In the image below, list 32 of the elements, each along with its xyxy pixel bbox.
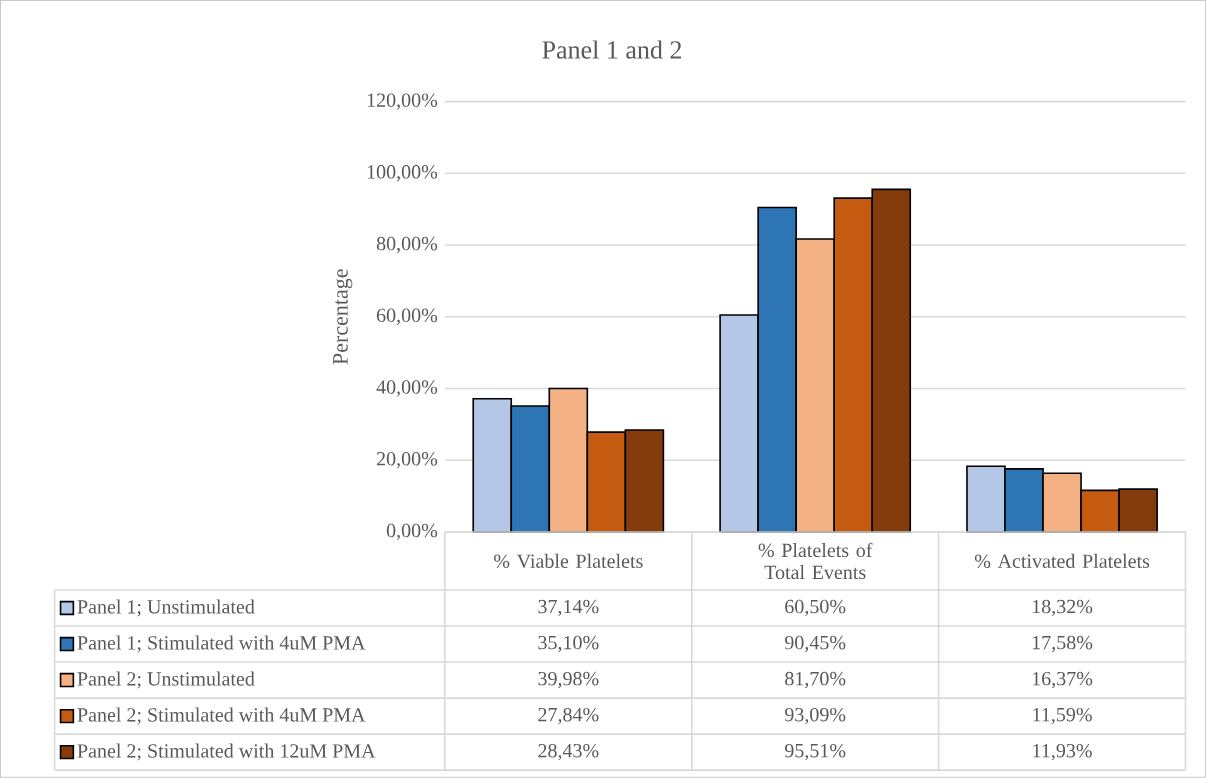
y-tick-label: 80,00% [376, 237, 438, 254]
data-label: 11,93% [1033, 744, 1092, 761]
x-tick-label: % Viable Platelets [494, 554, 643, 569]
data-label: 60,50% [785, 599, 846, 617]
y-tick-label: 20,00% [376, 452, 438, 469]
x-tick-label: % Activated Platelets [974, 554, 1150, 569]
y-tick-label: 100,00% [367, 165, 438, 182]
data-label: 11,59% [1033, 708, 1092, 725]
data-label: 37,14% [538, 599, 599, 617]
data-label: 28,43% [538, 744, 599, 761]
data-label: 17,58% [1032, 636, 1093, 653]
data-label: 27,84% [538, 708, 599, 725]
y-tick-label: 40,00% [376, 380, 438, 397]
data-label: 18,32% [1032, 599, 1093, 617]
legend-label: Panel 1; Unstimulated [77, 599, 255, 617]
legend-label: Panel 2; Stimulated with 4uM PMA [77, 707, 366, 725]
data-label: 93,09% [784, 708, 846, 725]
chart-title: Panel 1 and 2 [542, 40, 682, 59]
y-tick-label: 60,00% [376, 308, 438, 326]
data-label: 39,98% [538, 672, 599, 689]
legend-label: Panel 2; Unstimulated [77, 671, 255, 689]
legend-label: Panel 1; Stimulated with 4uM PMA [77, 635, 366, 653]
x-tick-label: % Platelets of Total Events [758, 542, 873, 580]
y-tick-label: 0,00% [386, 523, 438, 541]
data-label: 81,70% [785, 672, 846, 689]
y-axis-title: Percentage [333, 269, 353, 365]
data-label: 95,51% [784, 744, 846, 761]
legend-label: Panel 2; Stimulated with 12uM PMA [77, 743, 376, 761]
data-label: 16,37% [1032, 672, 1093, 689]
data-label: 90,45% [784, 636, 846, 653]
data-label: 35,10% [538, 636, 599, 653]
y-tick-label: 120,00% [367, 93, 438, 110]
